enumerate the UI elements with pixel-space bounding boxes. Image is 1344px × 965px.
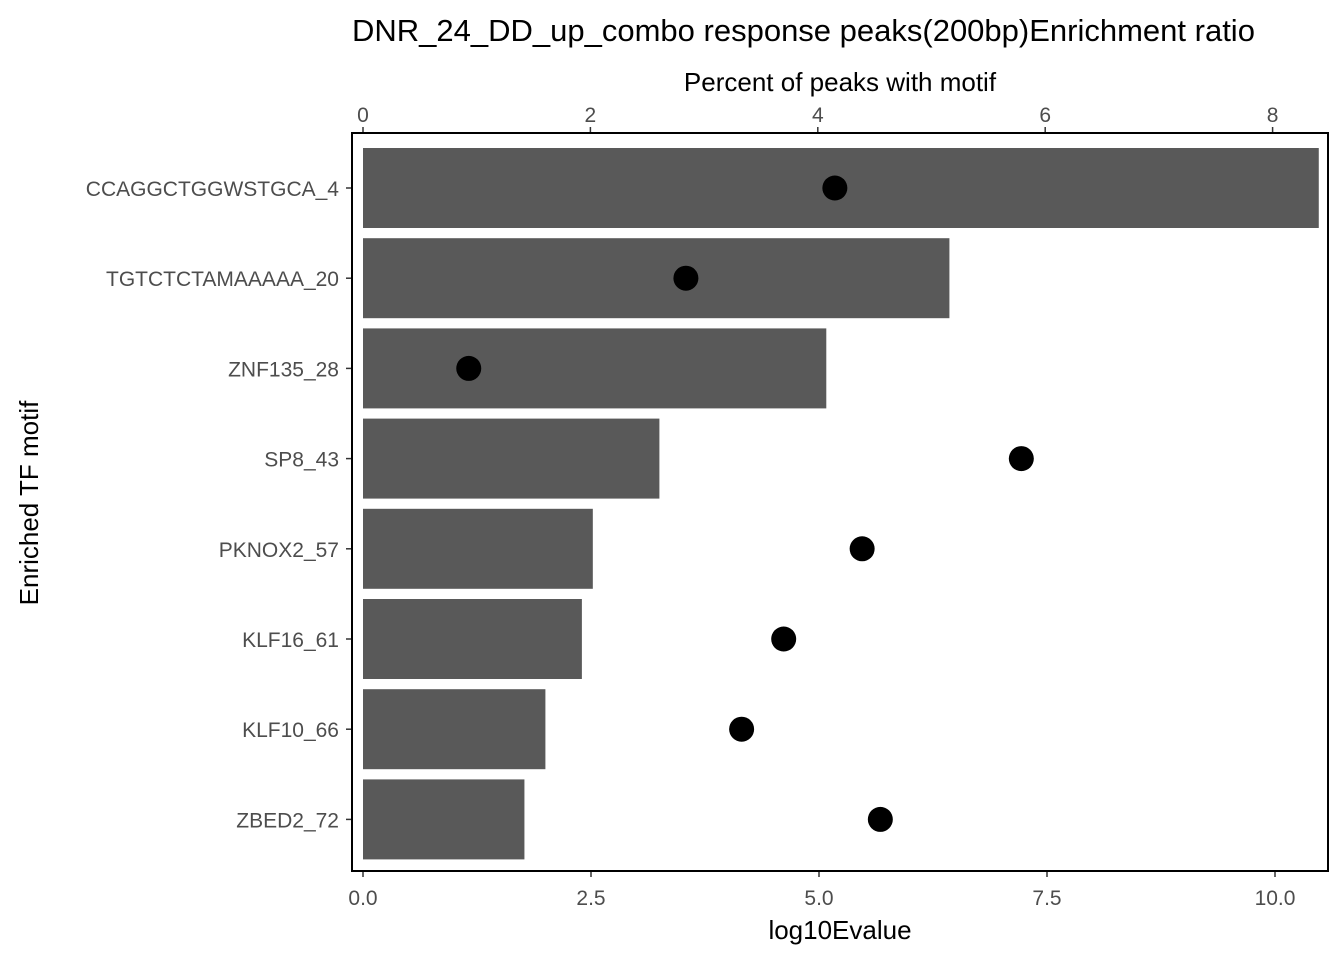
point-klf16-61: [771, 626, 797, 652]
y-tick-label: PKNOX2_57: [219, 539, 339, 562]
bottom-axis-title: log10Evalue: [768, 915, 911, 945]
x-tick-label: 0.0: [348, 887, 377, 910]
bar-sp8-43: [363, 418, 660, 499]
bar-klf10-66: [363, 689, 546, 770]
point-tgtctctamaaaaa-20: [673, 265, 699, 291]
bar-znf135-28: [363, 328, 827, 409]
y-tick-label: SP8_43: [264, 449, 339, 472]
point-pknox2-57: [849, 536, 875, 562]
x-tick-label: 2.5: [576, 887, 605, 910]
point-sp8-43: [1008, 446, 1034, 472]
y-axis-title: Enriched TF motif: [14, 400, 44, 605]
y-tick-label: CCAGGCTGGWSTGCA_4: [86, 178, 340, 201]
point-zbed2-72: [867, 806, 893, 832]
x2-tick-label: 4: [812, 104, 824, 127]
y-tick-label: TGTCTCTAMAAAAA_20: [106, 268, 339, 291]
x2-tick-label: 0: [357, 104, 369, 127]
point-znf135-28: [456, 355, 482, 381]
x-tick-label: 5.0: [804, 887, 833, 910]
bar-tgtctctamaaaaa-20: [363, 238, 950, 319]
point-klf10-66: [729, 716, 755, 742]
x-tick-label: 7.5: [1032, 887, 1061, 910]
y-tick-label: KLF16_61: [242, 629, 339, 652]
top-axis-title: Percent of peaks with motif: [684, 67, 997, 97]
y-tick-label: ZNF135_28: [228, 358, 339, 381]
point-ccaggctggwstgca-4: [822, 175, 848, 201]
y-tick-label: KLF10_66: [242, 719, 339, 742]
x2-tick-label: 8: [1267, 104, 1279, 127]
chart-marks: CCAGGCTGGWSTGCA_4 TGTCTCTAMAAAAA_20 ZNF135…: [86, 104, 1319, 910]
y-tick-label: ZBED2_72: [236, 809, 339, 832]
plot-panel-border: [351, 132, 1329, 872]
x2-tick-label: 6: [1039, 104, 1051, 127]
x-tick-label: 10.0: [1255, 887, 1296, 910]
bar-zbed2-72: [363, 779, 525, 860]
chart-title: DNR_24_DD_up_combo response peaks(200bp)…: [352, 13, 1255, 48]
bar-klf16-61: [363, 599, 582, 679]
bar-pknox2-57: [363, 508, 593, 589]
x2-tick-label: 2: [585, 104, 597, 127]
